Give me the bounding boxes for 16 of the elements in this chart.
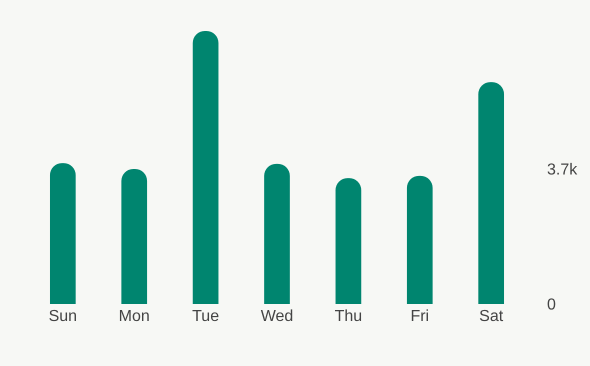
bar (478, 82, 504, 304)
y-tick-label: 3.7k (547, 162, 578, 179)
x-tick-label: Thu (334, 308, 362, 325)
bar (192, 31, 218, 304)
bar (406, 176, 433, 304)
x-tick-label: Sun (48, 308, 78, 325)
x-tick-label: Mon (118, 308, 150, 325)
x-tick-label: Fri (410, 308, 430, 325)
bar (264, 164, 290, 304)
x-tick-label: Sat (479, 308, 504, 325)
bar (121, 168, 148, 304)
y-tick-label: 0 (547, 296, 556, 314)
bar (336, 178, 362, 304)
x-tick-label: Tue (192, 308, 220, 325)
x-tick-label: Wed (260, 308, 294, 325)
bar (50, 163, 76, 304)
